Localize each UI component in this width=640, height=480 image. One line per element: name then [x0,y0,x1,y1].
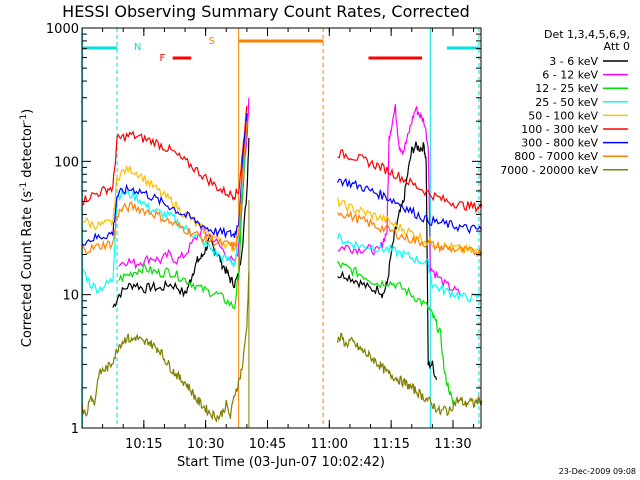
x-tick-label: 10:15 [125,437,162,452]
flag-label-s: S [209,36,215,47]
series-1-segment-1 [112,137,250,308]
series-4-segment-1 [81,121,248,294]
series-9-segment-2 [337,332,483,417]
legend-entry-label: 3 - 6 keV [549,55,598,68]
flag-label-n: N [134,42,141,53]
series-6-segment-1 [81,105,248,206]
series-3 [118,121,454,405]
legend-entry-label: 300 - 800 keV [521,137,598,150]
x-tick-label: 11:15 [372,437,409,452]
series-1-segment-2 [337,141,438,380]
legend-header-line2: Att 0 [604,40,630,53]
series-1 [112,137,438,380]
legend-entry-label: 12 - 25 keV [535,82,598,95]
series-8-segment-2 [337,209,483,258]
y-label-sup1: -1 [19,182,29,191]
y-label-sup2: -1 [19,114,29,123]
series-7 [81,113,483,246]
y-axis-label: Corrected Count Rate (s-1 detector-1) [19,109,35,347]
x-tick-label: 10:45 [249,437,286,452]
y-tick-label: 1000 [46,22,79,37]
x-axis: 10:15 10:30 10:45 11:00 11:15 11:30 [81,28,475,452]
chart-title: HESSI Observing Summary Count Rates, Cor… [62,2,470,21]
timestamp: 23-Dec-2009 09:08 [559,467,636,476]
series-5-segment-2 [337,197,483,257]
series-7-segment-1 [81,113,248,246]
x-axis-label: Start Time (03-Jun-07 10:02:42) [177,455,385,470]
series-6 [81,105,483,214]
x-tick-label: 10:30 [187,437,224,452]
series-9-segment-1 [81,271,250,423]
legend-entry-label: 6 - 12 keV [542,69,598,82]
plot-frame [81,27,482,429]
series-4 [81,121,483,303]
series-4-segment-2 [337,232,483,303]
series-2-segment-2 [337,104,462,296]
y-label-mid: detector [20,122,35,182]
series-9 [81,271,483,423]
y-tick-label: 10 [62,289,79,304]
legend-entry-label: 100 - 300 keV [521,123,598,136]
series-6-segment-2 [337,149,483,214]
y-label-end: ) [20,109,35,114]
legend-entry-label: 25 - 50 keV [535,96,598,109]
y-tick-label: 1 [71,422,79,437]
legend-entry-label: 7000 - 20000 keV [500,164,598,177]
legend-header-line1: Det 1,3,4,5,6,9, [544,28,630,41]
x-tick-label: 11:00 [311,437,348,452]
legend-entry-label: 800 - 7000 keV [514,150,598,163]
series-8-segment-1 [81,121,248,255]
series-3-segment-1 [118,121,248,310]
x-tick-label: 11:30 [434,437,471,452]
y-label-main: Corrected Count Rate (s [20,191,35,348]
series-8 [81,121,483,258]
series-3-segment-2 [337,260,454,405]
y-axis: 1 10 100 1000 [46,22,481,437]
y-tick-label: 100 [54,155,79,170]
flag-label-f: F [159,53,165,64]
legend-entry-label: 50 - 100 keV [528,109,598,122]
series-7-segment-2 [337,177,483,235]
